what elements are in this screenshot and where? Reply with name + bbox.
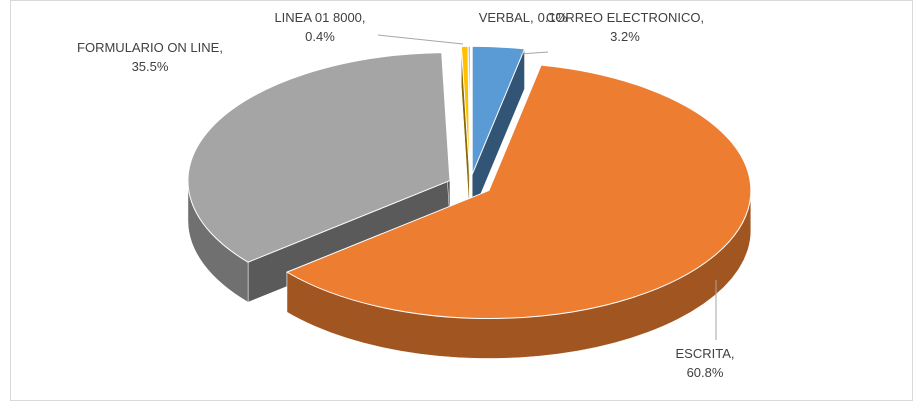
label-value: 0.1%	[538, 10, 568, 25]
label-category: ESCRITA,	[676, 346, 735, 361]
label-value: 0.4%	[305, 29, 335, 44]
label-value: 3.2%	[610, 29, 640, 44]
pie-slice	[285, 64, 752, 320]
pie-slice	[467, 45, 471, 175]
label-category: CORREO ELECTRONICO,	[546, 10, 704, 25]
leader-line	[377, 34, 464, 45]
pie-slice	[187, 52, 451, 263]
label-category: FORMULARIO ON LINE,	[77, 40, 223, 55]
leader-line	[519, 51, 549, 55]
data-label: VERBAL, 0.1%	[479, 10, 568, 25]
data-label: FORMULARIO ON LINE, 35.5%	[77, 40, 223, 74]
label-value: 35.5%	[132, 59, 169, 74]
label-category: LINEA 01 8000,	[274, 10, 365, 25]
data-label: LINEA 01 8000, 0.4%	[274, 10, 365, 44]
data-label: ESCRITA, 60.8%	[676, 346, 735, 380]
label-category: VERBAL,	[479, 10, 534, 25]
label-value: 60.8%	[687, 365, 724, 380]
data-label: CORREO ELECTRONICO, 3.2%	[546, 10, 704, 44]
pie-slice	[471, 45, 526, 175]
